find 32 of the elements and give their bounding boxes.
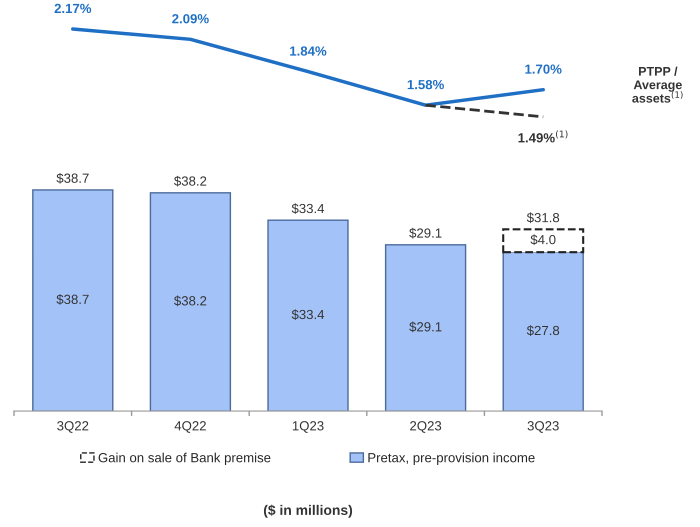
data-label: $29.1 [409, 322, 442, 332]
total-label: $38.2 [174, 176, 206, 187]
bar [384, 244, 466, 412]
bar [502, 252, 584, 412]
bar [150, 192, 232, 412]
legend-label: Gain on sale of Bank premise [98, 452, 270, 465]
x-tick-label: 3Q23 [528, 421, 559, 433]
x-tick-label: 1Q23 [292, 421, 324, 433]
data-label: 1.70% [525, 64, 562, 74]
text: ($ in millions) [264, 504, 352, 518]
text: PTPP / Average assets$^{(1)}$ [632, 66, 683, 103]
total-label: $29.1 [409, 228, 442, 239]
bar [502, 228, 584, 254]
total-label: $31.8 [526, 212, 560, 224]
x-tick-label: 3Q22 [57, 421, 88, 433]
data-label: $33.4 [292, 309, 324, 320]
data-label: 1.49%$^{(1)}$ [518, 130, 568, 142]
x-tick-label: 2Q23 [410, 421, 442, 433]
legend-label: Pretax, pre-provision income [368, 452, 535, 465]
bar [32, 189, 114, 412]
data-label: 1.84% [290, 46, 326, 56]
data-label: $38.7 [56, 294, 89, 305]
data-label: 2.09% [172, 14, 209, 24]
bar [267, 220, 349, 412]
data-label: $27.8 [526, 325, 560, 336]
total-label: $33.4 [292, 203, 324, 214]
x-tick-label: 4Q22 [174, 421, 206, 433]
data-label: 1.58% [408, 80, 444, 90]
data-label: 2.17% [54, 4, 92, 14]
data-label: $4.0 [530, 234, 556, 246]
data-label: $38.2 [174, 296, 206, 306]
total-label: $38.7 [56, 172, 89, 184]
